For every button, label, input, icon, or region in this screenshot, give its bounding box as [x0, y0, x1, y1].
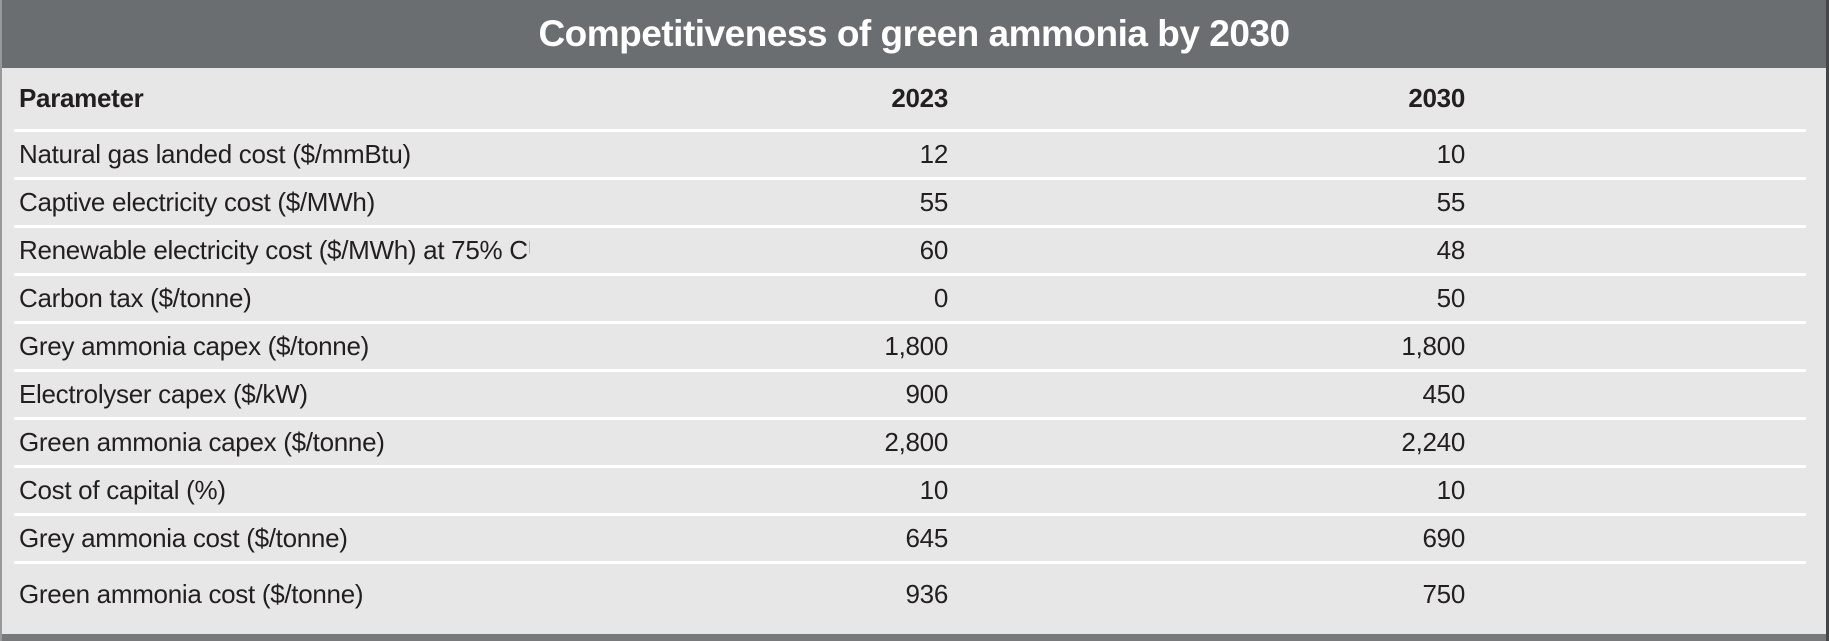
bottom-accent-bar [2, 634, 1826, 641]
value-2023-cell: 1,800 [530, 322, 950, 372]
table-area: Parameter 2023 2030 Natural gas landed c… [2, 68, 1826, 634]
table-header-row: Parameter 2023 2030 [14, 68, 1806, 132]
spacer-cell [1467, 418, 1806, 468]
value-2023-cell: 900 [530, 370, 950, 420]
value-2030-cell: 10 [950, 130, 1467, 180]
parameter-cell: Grey ammonia cost ($/tonne) [14, 514, 530, 564]
spacer-cell [1467, 370, 1806, 420]
spacer-cell [1467, 563, 1806, 625]
column-header-2030: 2030 [950, 68, 1467, 132]
table-title-bar: Competitiveness of green ammonia by 2030 [2, 0, 1826, 68]
spacer-cell [1467, 514, 1806, 564]
spacer-cell [1467, 466, 1806, 516]
table-row: Green ammonia cost ($/tonne) 936 750 [14, 563, 1806, 625]
table-row: Carbon tax ($/tonne) 0 50 [14, 274, 1806, 324]
value-2030-cell: 50 [950, 274, 1467, 324]
data-table: Parameter 2023 2030 Natural gas landed c… [14, 68, 1806, 624]
value-2023-cell: 0 [530, 274, 950, 324]
parameter-cell: Green ammonia cost ($/tonne) [19, 578, 364, 609]
value-2023-cell: 645 [530, 514, 950, 564]
table-row: Green ammonia capex ($/tonne) 2,800 2,24… [14, 418, 1806, 468]
value-2030-cell: 2,240 [950, 418, 1467, 468]
header-spacer-cell [1467, 68, 1806, 132]
spacer-cell [1467, 178, 1806, 228]
table-row: Natural gas landed cost ($/mmBtu) 12 10 [14, 130, 1806, 180]
parameter-cell: Electrolyser capex ($/kW) [14, 370, 530, 420]
value-2030-cell: 750 [1422, 578, 1466, 609]
table-row: Captive electricity cost ($/MWh) 55 55 [14, 178, 1806, 228]
table-row: Cost of capital (%) 10 10 [14, 466, 1806, 516]
value-2023-cell: 55 [530, 178, 950, 228]
spacer-cell [1467, 322, 1806, 372]
value-2030-cell: 48 [950, 226, 1467, 276]
table-rows: Natural gas landed cost ($/mmBtu) 12 10 … [14, 130, 1806, 625]
value-2023-cell: 60 [530, 226, 950, 276]
parameter-cell: Renewable electricity cost ($/MWh) at 75… [14, 226, 530, 276]
value-2030-cell: 450 [950, 370, 1467, 420]
value-2030-cell: 10 [950, 466, 1467, 516]
parameter-cell: Natural gas landed cost ($/mmBtu) [14, 130, 530, 180]
parameter-cell: Cost of capital (%) [14, 466, 530, 516]
table-row: Renewable electricity cost ($/MWh) at 75… [14, 226, 1806, 276]
spacer-cell [1467, 226, 1806, 276]
table-row: Grey ammonia cost ($/tonne) 645 690 [14, 514, 1806, 564]
parameter-cell: Carbon tax ($/tonne) [14, 274, 530, 324]
column-header-parameter: Parameter [14, 68, 530, 132]
value-2023-cell: 10 [530, 466, 950, 516]
parameter-cell: Green ammonia capex ($/tonne) [14, 418, 530, 468]
value-2030-cell: 690 [950, 514, 1467, 564]
parameter-cell: Grey ammonia capex ($/tonne) [14, 322, 530, 372]
value-2023-cell: 936 [905, 578, 949, 609]
spacer-cell [1467, 274, 1806, 324]
value-2030-cell: 1,800 [950, 322, 1467, 372]
value-2023-cell: 12 [530, 130, 950, 180]
table-title: Competitiveness of green ammonia by 2030 [538, 13, 1290, 54]
value-2023-cell: 2,800 [530, 418, 950, 468]
spacer-cell [1467, 130, 1806, 180]
value-2030-cell: 55 [950, 178, 1467, 228]
table-row: Electrolyser capex ($/kW) 900 450 [14, 370, 1806, 420]
table-row: Grey ammonia capex ($/tonne) 1,800 1,800 [14, 322, 1806, 372]
column-header-2023: 2023 [530, 68, 950, 132]
parameter-cell: Captive electricity cost ($/MWh) [14, 178, 530, 228]
